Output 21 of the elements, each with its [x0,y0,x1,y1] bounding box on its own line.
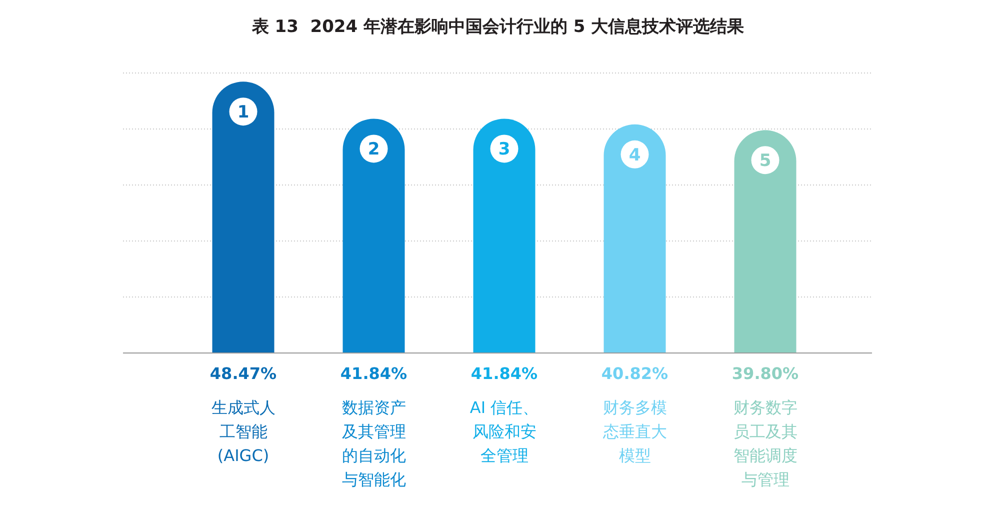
annotation: 4 [628,145,641,166]
annotation: 5 [759,151,772,172]
data-label: 40.82% [601,364,668,383]
bar [473,118,536,353]
x-tick-label: 生成式人工智能(AIGC) [211,398,276,465]
x-tick-label: 数据资产及其管理的自动化与智能化 [342,398,406,489]
data-label: 39.80% [732,364,799,383]
x-tick-label: 财务多模态垂直大模型 [602,398,667,465]
chart-title: 表 13 2024 年潜在影响中国会计行业的 5 大信息技术评选结果 [250,17,746,37]
data-label: 41.84% [470,364,538,383]
annotation: 3 [498,140,510,160]
x-tick-label: AI 信任、风险和安全管理 [470,398,539,465]
x-tick-label: 财务数字员工及其智能调度与管理 [733,398,798,489]
data-label: 48.47% [210,364,277,383]
data-label: 41.84% [340,364,408,383]
bar [342,118,405,353]
annotation: 2 [368,140,380,160]
bar [604,124,666,353]
bar [734,130,796,353]
bar [212,82,274,353]
annotation: 1 [237,102,250,123]
